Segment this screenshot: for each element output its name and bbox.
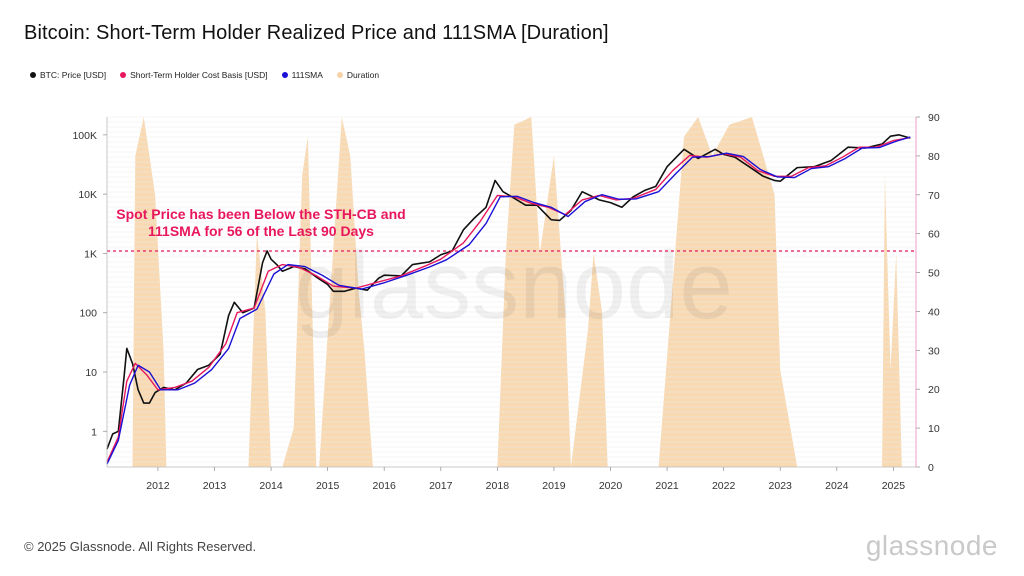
y-right-tick-label: 10 [928,423,940,435]
series-lines-group [106,134,911,465]
x-tick-label: 2014 [259,480,283,492]
legend-label-duration: Duration [346,70,380,80]
x-tick-label: 2016 [373,480,397,492]
x-tick-label: 2018 [486,480,510,492]
y-right-tick-label: 20 [928,384,940,396]
y-right-tick-label: 40 [928,306,940,318]
annotation-line-2: 111SMA for 56 of the Last 90 Days [148,223,374,239]
legend-swatch-price [30,72,36,78]
x-tick-label: 2021 [655,480,679,492]
y-left-tick-label: 10 [85,367,97,379]
y-left-tick-label: 100 [79,308,97,320]
legend-label-sth: Short-Term Holder Cost Basis [USD] [130,70,268,80]
series-111sma-line [106,136,911,465]
chart-legend: BTC: Price [USD] Short-Term Holder Cost … [30,70,379,80]
legend-swatch-duration [336,72,343,78]
legend-label-111sma: 111SMA [291,70,323,80]
y-left-tick-label: 10K [78,189,97,201]
y-right-tick-label: 90 [928,112,940,124]
y-left-tick-label: 1K [84,248,97,260]
y-right-tick-label: 80 [928,151,940,163]
x-tick-label: 2012 [146,480,170,492]
x-tick-label: 2024 [825,480,849,492]
x-tick-label: 2013 [203,480,227,492]
legend-item-111sma[interactable]: 111SMA [281,70,323,80]
x-tick-label: 2025 [882,480,906,492]
x-tick-label: 2023 [769,480,793,492]
legend-item-sth[interactable]: Short-Term Holder Cost Basis [USD] [120,70,268,80]
chart-title: Bitcoin: Short-Term Holder Realized Pric… [24,22,609,44]
x-tick-label: 2017 [429,480,453,492]
gridlines [107,116,916,468]
x-tick-label: 2020 [599,480,623,492]
y-right-tick-label: 50 [928,268,940,280]
y-left-tick-label: 100K [72,130,97,142]
footer-copyright: © 2025 Glassnode. All Rights Reserved. [24,539,257,554]
legend-swatch-sth [120,72,127,78]
annotation-line-1: Spot Price has been Below the STH-CB and [116,206,405,222]
y-right-tick-label: 70 [928,190,940,202]
x-tick-label: 2015 [316,480,340,492]
series-btc-price-line [106,134,911,450]
x-tick-label: 2019 [542,480,566,492]
y-right-tick-label: 30 [928,345,940,357]
legend-item-price[interactable]: BTC: Price [USD] [30,70,106,80]
axes-group: 1 10 100 1K 10K 100K 0 10 20 30 40 50 60 70 80 90 2012 20… [72,112,939,492]
legend-label-price: BTC: Price [USD] [40,70,107,80]
x-tick-label: 2022 [712,480,736,492]
watermark-text: glassnode [295,232,733,339]
y-right-tick-label: 60 [928,229,940,241]
y-left-tick-label: 1 [91,426,97,438]
legend-swatch-111sma [281,72,288,78]
legend-item-duration[interactable]: Duration [336,70,380,80]
y-right-tick-label: 0 [928,462,934,474]
footer-logo: glassnode [865,530,998,561]
